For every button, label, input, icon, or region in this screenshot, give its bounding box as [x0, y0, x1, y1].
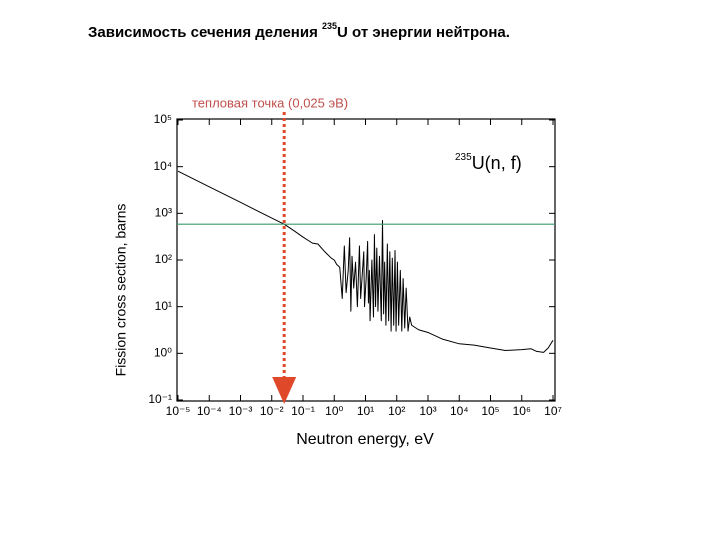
y-axis-label: Fission cross section, barns: [113, 204, 129, 377]
y-tick-label: 10⁻¹: [148, 392, 172, 406]
x-tick-label: 10⁵: [481, 404, 499, 418]
x-tick-label: 10³: [419, 404, 436, 418]
curve-label-sup: 235: [455, 152, 472, 163]
x-tick-label: 10⁻⁴: [197, 404, 222, 418]
y-tick-label: 10⁵: [154, 112, 172, 126]
curve-label-text: U(n, f): [472, 153, 522, 173]
x-tick-label: 10⁶: [513, 404, 531, 418]
x-tick-label: 10⁷: [544, 404, 562, 418]
x-tick-label: 10⁻⁵: [166, 404, 191, 418]
x-tick-label: 10⁻¹: [291, 404, 315, 418]
x-tick-label: 10²: [388, 404, 405, 418]
annotation: тепловая точка (0,025 эВ): [192, 95, 348, 110]
x-axis-label: Neutron energy, eV: [296, 431, 434, 448]
y-tick-label: 10¹: [155, 299, 172, 313]
x-tick-label: 10⁰: [325, 404, 343, 418]
x-tick-label: 10⁴: [450, 404, 469, 418]
x-tick-label: 10⁻²: [260, 404, 284, 418]
title-text: Зависимость сечения деления: [88, 24, 322, 41]
slide-title: Зависимость сечения деления 235U от энер…: [88, 21, 510, 41]
title-sup: 235: [322, 21, 337, 31]
x-tick-label: 10¹: [357, 404, 374, 418]
title-text: U от энергии нейтрона.: [337, 24, 510, 41]
y-tick-label: 10³: [155, 206, 172, 220]
y-tick-label: 10⁰: [154, 346, 172, 360]
x-tick-label: 10⁻³: [229, 404, 253, 418]
data-line: [177, 170, 554, 353]
y-tick-label: 10²: [155, 252, 172, 266]
y-tick-label: 10⁴: [153, 159, 172, 173]
curve-label: 235U(n, f): [455, 152, 522, 173]
